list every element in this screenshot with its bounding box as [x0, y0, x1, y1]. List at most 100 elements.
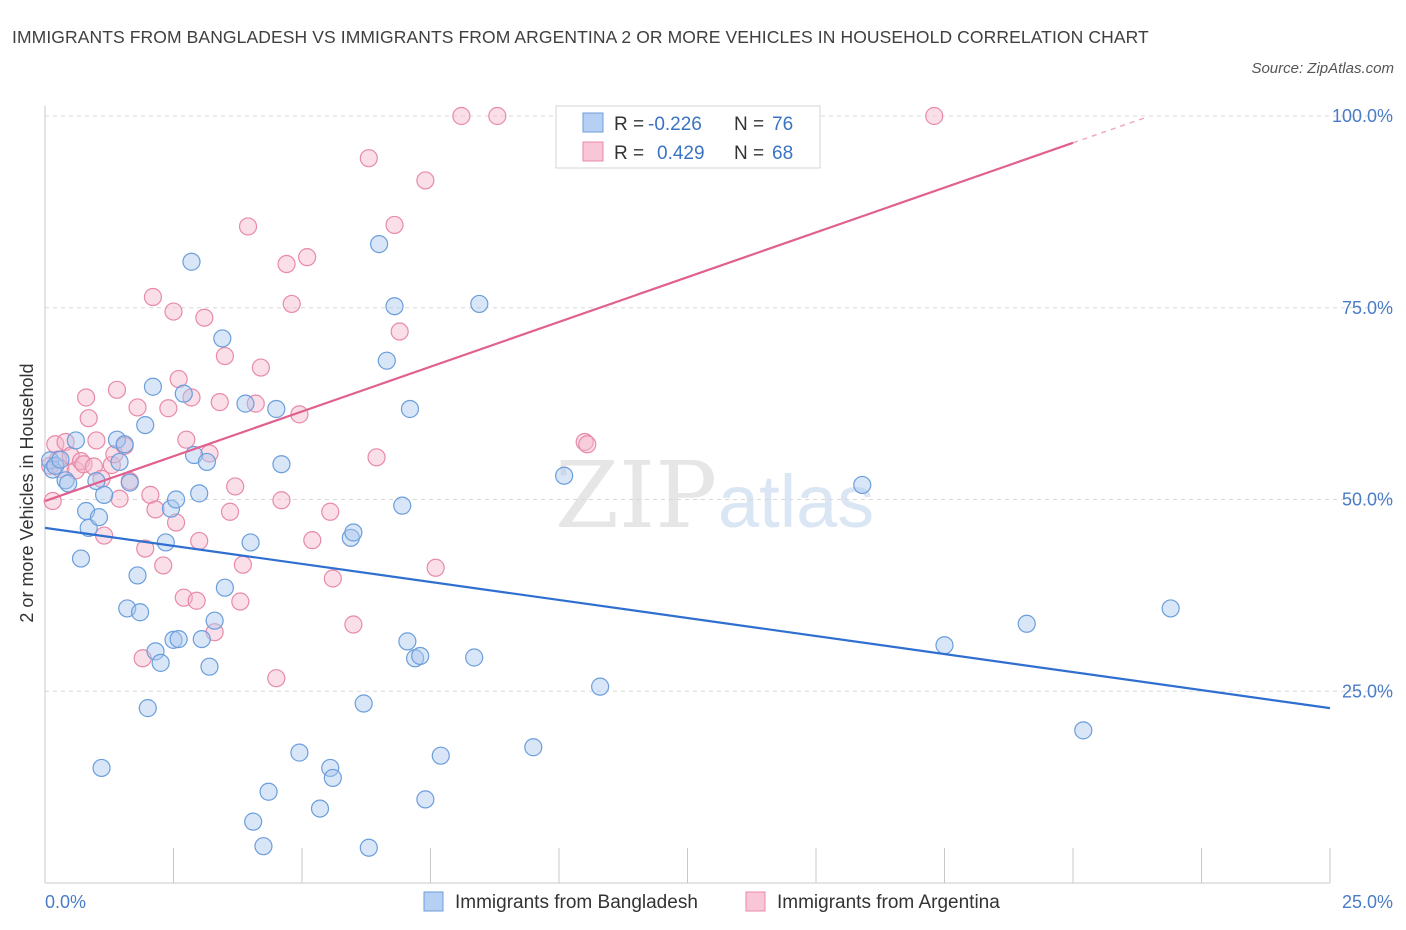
x-tick-label: 0.0% — [45, 892, 86, 912]
bangladesh-point — [354, 694, 373, 713]
argentina-point — [272, 491, 291, 510]
bangladesh-point — [370, 234, 389, 254]
bangladesh-point — [935, 636, 954, 655]
argentina-point — [187, 591, 206, 610]
argentina-point — [77, 388, 96, 407]
bangladesh-point — [254, 837, 273, 856]
legend-n-value-2: 68 — [772, 143, 793, 164]
argentina-point — [79, 409, 98, 428]
argentina-point — [385, 215, 404, 235]
argentina-point — [303, 531, 322, 550]
bangladesh-point — [272, 455, 291, 474]
argentina-point — [226, 477, 245, 496]
bangladesh-point — [130, 603, 150, 622]
bangladesh-point — [161, 499, 181, 518]
argentina-point — [359, 149, 378, 168]
bangladesh-point — [416, 790, 435, 809]
watermark-atlas: atlas — [718, 460, 874, 543]
bangladesh-point — [385, 297, 404, 316]
argentina-point — [282, 294, 301, 314]
series-legend-label-argentina: Immigrants from Argentina — [777, 892, 1000, 913]
argentina-point — [143, 287, 163, 307]
x-tick-labels: 0.0% 25.0% — [45, 892, 1393, 912]
bangladesh-point — [51, 450, 70, 469]
legend-r-value-1: -0.226 — [648, 114, 702, 135]
bangladesh-point — [344, 523, 363, 542]
bangladesh-points — [41, 234, 1180, 857]
argentina-point — [426, 558, 445, 577]
argentina-point — [251, 358, 270, 377]
argentina-point — [136, 539, 155, 558]
bangladesh-point — [259, 782, 278, 801]
bangladesh-point — [95, 485, 114, 504]
series-legend-swatch-argentina — [745, 891, 766, 912]
y-tick-label: 100.0% — [1332, 106, 1393, 126]
bangladesh-point — [197, 452, 217, 472]
bangladesh-point — [110, 452, 129, 472]
bangladesh-point — [241, 533, 260, 552]
bangladesh-point — [591, 677, 610, 696]
bangladesh-point — [174, 384, 193, 403]
argentina-point — [231, 592, 250, 611]
chart-title: IMMIGRANTS FROM BANGLADESH VS IMMIGRANTS… — [12, 27, 1149, 47]
argentina-point — [267, 669, 286, 688]
argentina-point — [159, 399, 178, 418]
argentina-point — [154, 556, 173, 575]
argentina-point — [344, 615, 363, 634]
watermark: ZIP atlas — [555, 442, 874, 549]
series-legend-swatch-bangladesh — [423, 891, 444, 912]
bangladesh-point — [359, 838, 378, 857]
series-legend-label-bangladesh: Immigrants from Bangladesh — [455, 892, 698, 913]
argentina-point — [107, 380, 127, 399]
argentina-point — [578, 435, 597, 454]
argentina-point — [233, 555, 252, 574]
argentina-point — [177, 430, 196, 449]
argentina-point — [195, 308, 214, 327]
bangladesh-point — [470, 294, 489, 314]
series-legend: Immigrants from Bangladesh Immigrants fr… — [423, 891, 1000, 913]
bangladesh-point — [1017, 614, 1036, 633]
bangladesh-point — [310, 799, 330, 818]
argentina-point — [416, 171, 435, 190]
correlation-legend: R = -0.226 N = 76 R = 0.429 N = 68 — [555, 105, 821, 169]
bangladesh-point — [169, 629, 188, 649]
bangladesh-point — [190, 484, 209, 503]
bangladesh-point — [192, 629, 211, 649]
x-tick-label: 25.0% — [1342, 892, 1393, 912]
axes — [44, 106, 1331, 884]
bangladesh-point — [66, 431, 85, 450]
bangladesh-point — [323, 768, 342, 788]
argentina-point — [146, 500, 165, 519]
bangladesh-point — [290, 743, 309, 762]
argentina-point — [367, 448, 386, 467]
bangladesh-point — [213, 329, 232, 348]
bangladesh-point — [205, 611, 224, 630]
argentina-point — [323, 569, 342, 588]
y-axis-title: 2 or more Vehicles in Household — [17, 363, 37, 622]
bangladesh-point — [89, 508, 109, 527]
bangladesh-point — [244, 812, 263, 831]
bangladesh-point — [411, 646, 430, 666]
argentina-point — [321, 502, 340, 521]
bangladesh-point — [128, 566, 147, 585]
bangladesh-point — [166, 490, 186, 509]
argentina-point — [238, 217, 258, 236]
bangladesh-point — [59, 474, 78, 493]
bangladesh-point — [215, 578, 234, 597]
argentina-point — [925, 106, 944, 126]
bangladesh-point — [71, 549, 91, 568]
bangladesh-point — [92, 758, 111, 778]
argentina-point — [164, 302, 183, 321]
bangladesh-point — [164, 630, 183, 649]
legend-r-label-1: R = — [614, 114, 644, 135]
bangladesh-point — [377, 351, 396, 370]
bangladesh-point — [524, 738, 543, 757]
bangladesh-point — [151, 653, 170, 672]
legend-n-value-1: 76 — [772, 114, 793, 135]
argentina-point — [166, 513, 186, 532]
bangladesh-point — [146, 642, 165, 661]
bangladesh-point — [200, 657, 219, 676]
y-tick-label: 50.0% — [1342, 490, 1393, 510]
argentina-point — [488, 106, 507, 126]
